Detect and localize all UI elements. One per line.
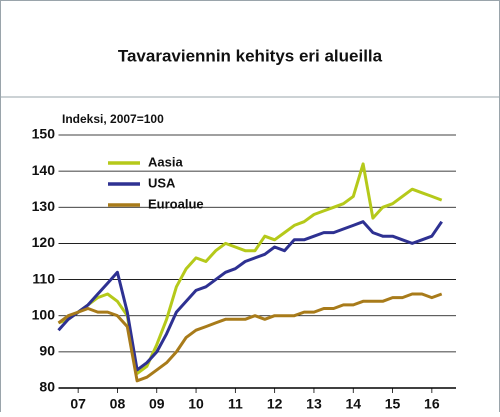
legend-label: USA bbox=[148, 175, 176, 190]
y-tick-label: 110 bbox=[32, 270, 55, 286]
y-tick-label: 120 bbox=[32, 234, 56, 250]
y-tick-label: 90 bbox=[39, 343, 55, 359]
x-tick-label: 15 bbox=[385, 396, 401, 412]
x-tick-label: 12 bbox=[267, 396, 283, 412]
line-series bbox=[57, 292, 443, 383]
y-tick-label: 80 bbox=[39, 379, 55, 395]
x-tick-label: 11 bbox=[228, 396, 243, 412]
legend-label: Euroalue bbox=[148, 196, 204, 211]
line-series bbox=[57, 162, 443, 375]
chart-title: Tavaraviennin kehitys eri alueilla bbox=[118, 46, 383, 65]
x-tick-label: 08 bbox=[110, 396, 126, 412]
y-tick-label: 100 bbox=[32, 306, 56, 322]
x-tick-label: 14 bbox=[345, 396, 361, 412]
y-tick-label: 150 bbox=[32, 126, 56, 142]
x-tick-label: 09 bbox=[149, 396, 165, 412]
line-series bbox=[57, 220, 443, 372]
legend-label: Aasia bbox=[148, 154, 183, 169]
y-tick-label: 140 bbox=[32, 162, 56, 178]
y-axis-label: Indeksi, 2007=100 bbox=[62, 112, 164, 126]
x-tick-label: 16 bbox=[424, 396, 440, 412]
y-tick-label: 130 bbox=[32, 198, 56, 214]
x-tick-label: 10 bbox=[188, 396, 204, 412]
x-tick-label: 13 bbox=[306, 396, 322, 412]
x-tick-label: 07 bbox=[70, 396, 86, 412]
